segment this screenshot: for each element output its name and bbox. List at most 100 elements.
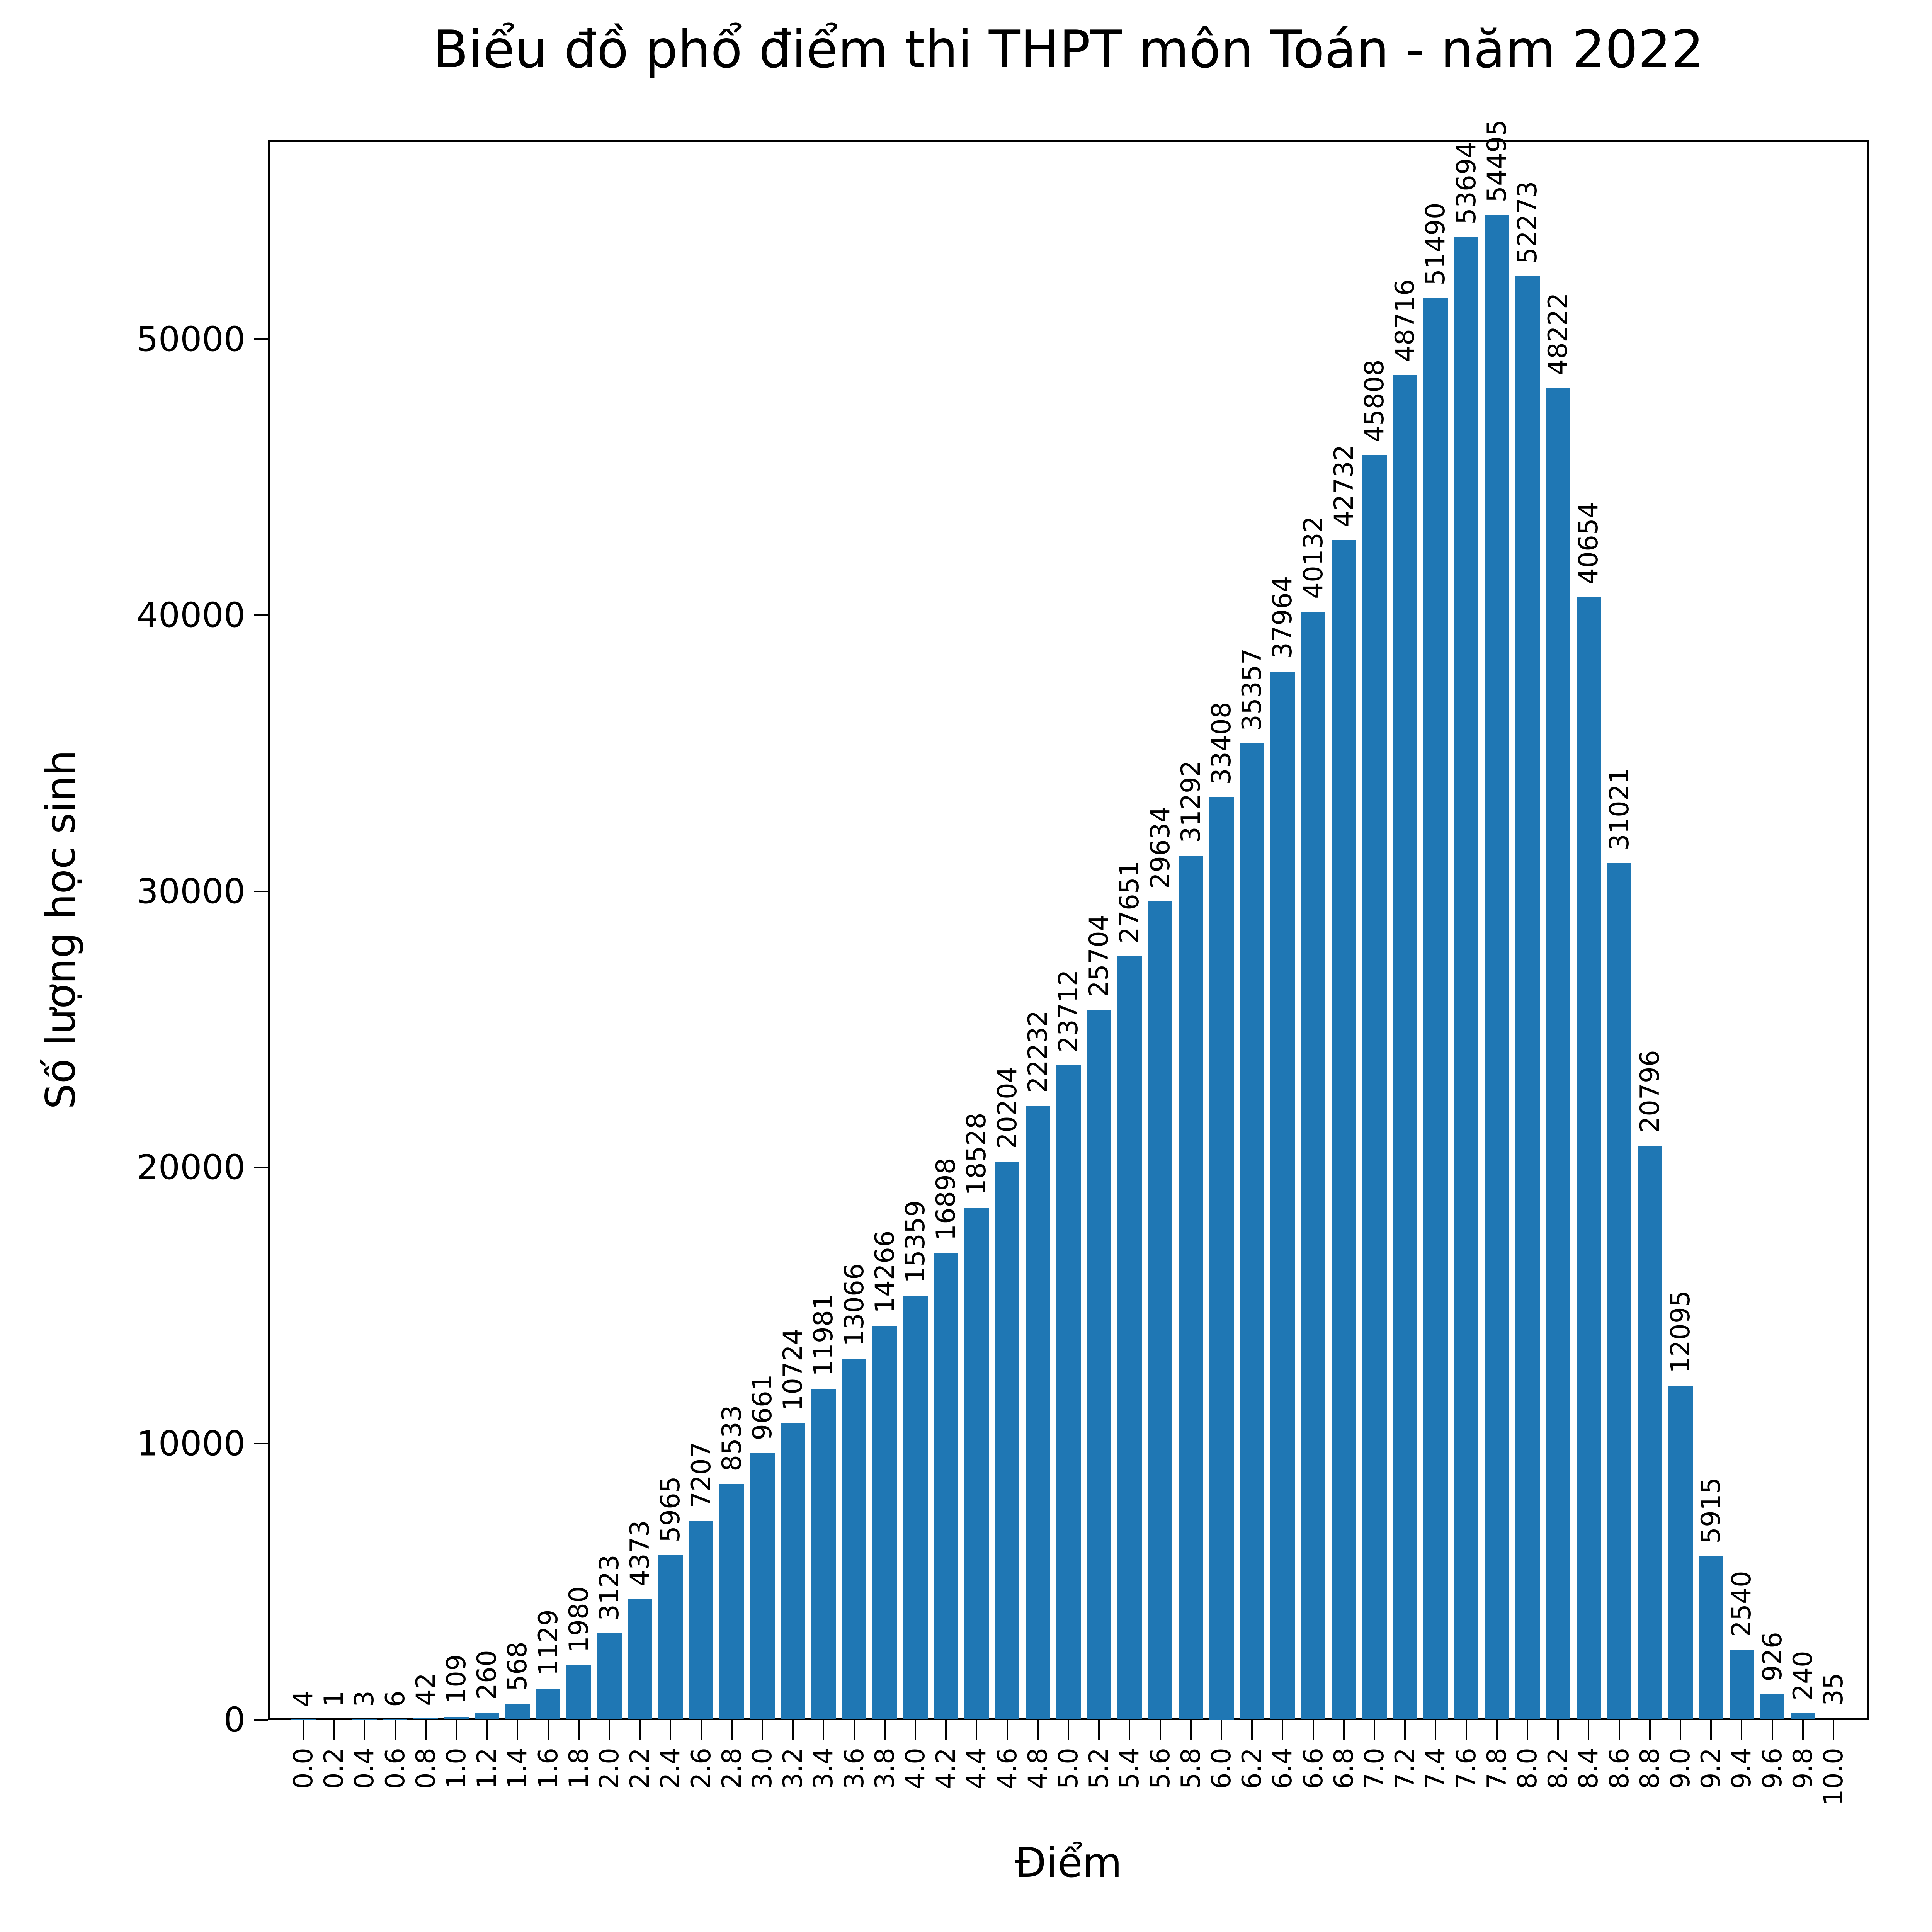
x-tick-mark: [1098, 1719, 1100, 1740]
bar: [964, 1208, 989, 1720]
x-tick-mark: [547, 1719, 549, 1740]
x-tick-mark: [609, 1719, 611, 1740]
y-tick-label: 0: [223, 1700, 245, 1740]
bar: [1301, 611, 1326, 1720]
bar: [903, 1296, 928, 1720]
x-tick-mark: [1526, 1719, 1528, 1740]
x-tick-mark: [1190, 1719, 1192, 1740]
x-tick-mark: [915, 1719, 916, 1740]
x-tick-mark: [853, 1719, 855, 1740]
x-tick-mark: [762, 1719, 764, 1740]
bar: [1270, 671, 1295, 1720]
bar: [1729, 1650, 1754, 1720]
x-tick-mark: [425, 1719, 427, 1740]
x-tick-mark: [1282, 1719, 1284, 1740]
bar: [719, 1484, 744, 1720]
bar: [505, 1704, 530, 1720]
bar: [811, 1389, 836, 1720]
x-tick-mark: [1832, 1719, 1834, 1740]
x-tick-mark: [1465, 1719, 1467, 1740]
bar: [536, 1688, 561, 1720]
bar: [1760, 1694, 1785, 1720]
x-tick-mark: [639, 1719, 641, 1740]
bar: [1362, 455, 1387, 1720]
x-tick-mark: [1618, 1719, 1620, 1740]
bar: [1240, 743, 1264, 1720]
y-tick-mark: [254, 890, 268, 892]
bar: [750, 1453, 775, 1720]
x-tick-mark: [731, 1719, 733, 1740]
bar: [1576, 597, 1601, 1720]
y-tick-label: 10000: [136, 1423, 245, 1464]
bar: [1546, 388, 1570, 1720]
bar: [781, 1423, 805, 1720]
x-tick-mark: [1771, 1719, 1773, 1740]
bar: [1087, 1010, 1111, 1720]
x-axis-title: Điểm: [1015, 1839, 1122, 1886]
bar: [1117, 956, 1142, 1720]
bar: [1454, 237, 1479, 1720]
x-tick-mark: [1159, 1719, 1161, 1740]
bar: [995, 1162, 1020, 1720]
bar: [1607, 863, 1632, 1720]
x-tick-mark: [1068, 1719, 1069, 1740]
bar: [566, 1665, 591, 1720]
bar: [444, 1716, 469, 1720]
x-tick-mark: [333, 1719, 335, 1740]
x-tick-mark: [1312, 1719, 1314, 1740]
x-tick-mark: [486, 1719, 488, 1740]
chart-title: Biểu đồ phổ điểm thi THPT môn Toán - năm…: [433, 19, 1704, 80]
bar: [1423, 298, 1448, 1720]
x-tick-mark: [1741, 1719, 1743, 1740]
x-tick-mark: [1343, 1719, 1345, 1740]
bar: [1668, 1386, 1693, 1720]
x-tick-mark: [578, 1719, 580, 1740]
x-tick-mark: [456, 1719, 457, 1740]
x-tick-mark: [700, 1719, 702, 1740]
bar: [1515, 276, 1540, 1720]
y-axis-title: Số lượng học sinh: [37, 750, 84, 1110]
bar: [628, 1599, 652, 1720]
x-tick-mark: [1588, 1719, 1590, 1740]
bar: [842, 1359, 867, 1720]
x-tick-mark: [1251, 1719, 1253, 1740]
x-tick-mark: [1435, 1719, 1437, 1740]
x-tick-mark: [1006, 1719, 1008, 1740]
bar: [658, 1555, 683, 1720]
y-tick-mark: [254, 338, 268, 340]
y-tick-mark: [254, 1442, 268, 1444]
x-tick-mark: [945, 1719, 947, 1740]
bar: [934, 1253, 958, 1720]
bar: [1699, 1556, 1723, 1720]
bar: [413, 1718, 438, 1720]
x-tick-mark: [1679, 1719, 1681, 1740]
bar: [1791, 1713, 1815, 1720]
bar: [1332, 540, 1356, 1720]
x-tick-mark: [1496, 1719, 1498, 1740]
bar: [1638, 1145, 1662, 1720]
y-tick-mark: [254, 614, 268, 616]
bar: [689, 1520, 714, 1720]
x-tick-mark: [1220, 1719, 1222, 1740]
bar: [1179, 855, 1203, 1720]
y-tick-label: 20000: [136, 1147, 245, 1187]
x-tick-mark: [670, 1719, 672, 1740]
bar: [1209, 797, 1234, 1720]
x-tick-mark: [1373, 1719, 1375, 1740]
x-tick-mark: [792, 1719, 794, 1740]
x-tick-mark: [1404, 1719, 1406, 1740]
y-tick-label: 40000: [136, 595, 245, 635]
bar: [1026, 1105, 1050, 1720]
bar: [474, 1712, 499, 1720]
bar: [1056, 1065, 1081, 1720]
bar: [1821, 1718, 1846, 1720]
x-tick-mark: [1802, 1719, 1804, 1740]
x-tick-mark: [1557, 1719, 1559, 1740]
y-tick-mark: [254, 1167, 268, 1168]
bar: [1485, 215, 1509, 1720]
y-tick-label: 50000: [136, 319, 245, 359]
bar: [597, 1633, 622, 1720]
x-tick-mark: [517, 1719, 519, 1740]
x-tick-mark: [884, 1719, 886, 1740]
